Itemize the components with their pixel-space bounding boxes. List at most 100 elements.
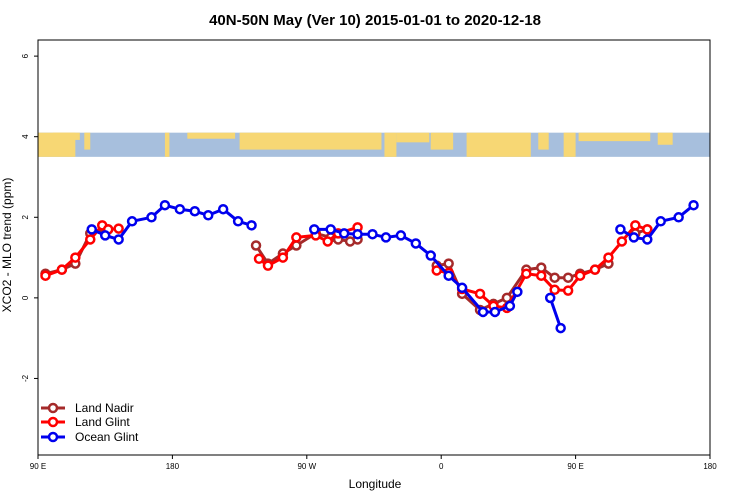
data-point-ocean-glint: [309, 224, 320, 235]
data-point-land-glint: [536, 270, 547, 281]
x-tick-label: 180: [703, 462, 717, 471]
map-land: [396, 132, 430, 143]
data-point-ocean-glint: [425, 250, 436, 261]
data-point-land-glint: [70, 252, 81, 263]
data-point-land-glint: [642, 224, 653, 235]
data-point-land-glint: [616, 236, 628, 247]
data-point-ocean-glint: [146, 212, 157, 223]
y-tick-label: -2: [21, 374, 30, 382]
map-land: [187, 132, 236, 139]
y-tick-label: 2: [21, 215, 30, 220]
data-point-land-glint: [521, 268, 532, 279]
data-point-land-glint: [262, 260, 274, 271]
data-point-land-glint: [322, 236, 333, 247]
chart-title: 40N-50N May (Ver 10) 2015-01-01 to 2020-…: [209, 12, 541, 29]
data-point-ocean-glint: [395, 230, 407, 241]
legend-item-land-glint: Land Glint: [41, 415, 130, 429]
map-land: [164, 132, 170, 157]
data-point-ocean-glint: [489, 306, 501, 318]
data-point-ocean-glint: [99, 230, 111, 241]
legend-item-ocean-glint: Ocean Glint: [41, 430, 139, 444]
data-point-ocean-glint: [202, 210, 214, 221]
plot-frame: [37, 39, 711, 456]
data-point-land-glint: [40, 270, 51, 281]
x-tick-label: 0: [439, 462, 444, 471]
map-land: [657, 132, 673, 145]
data-point-land-glint: [277, 252, 289, 263]
data-point-ocean-glint: [338, 228, 350, 239]
x-axis-label: Longitude: [349, 477, 402, 491]
data-point-ocean-glint: [673, 212, 684, 223]
legend-marker-land-nadir: [47, 402, 59, 414]
map-land: [239, 132, 382, 150]
map-land: [84, 132, 91, 150]
data-point-ocean-glint: [352, 228, 363, 240]
series-ocean-glint: [86, 199, 699, 334]
series-line-land-glint: [436, 223, 648, 310]
data-point-ocean-glint: [628, 232, 640, 243]
legend-item-land-nadir: Land Nadir: [41, 401, 134, 415]
data-point-ocean-glint: [544, 292, 556, 304]
data-point-ocean-glint: [443, 270, 454, 281]
data-point-ocean-glint: [189, 205, 201, 217]
data-point-land-glint: [113, 223, 124, 234]
map-land: [578, 132, 651, 142]
data-point-ocean-glint: [688, 199, 699, 211]
data-point-ocean-glint: [325, 224, 336, 235]
data-point-ocean-glint: [477, 306, 489, 318]
map-land: [430, 132, 454, 150]
legend-label-ocean-glint: Ocean Glint: [75, 430, 139, 444]
data-point-land-nadir: [536, 262, 547, 273]
map-land: [538, 132, 549, 150]
data-point-land-glint: [291, 232, 302, 243]
y-tick-label: 6: [21, 53, 30, 58]
data-point-ocean-glint: [246, 220, 257, 231]
map-land: [563, 132, 576, 157]
x-axis: 90 E 180 90 W 0 90 E 180: [30, 455, 717, 471]
legend: Land Nadir Land Glint Ocean Glint: [41, 401, 139, 444]
map-strip: [38, 132, 710, 157]
data-point-land-glint: [630, 220, 641, 231]
y-axis-label: XCO2 - MLO trend (ppm): [0, 178, 14, 313]
data-point-land-glint: [549, 284, 560, 296]
data-point-ocean-glint: [367, 228, 378, 240]
map-land: [466, 132, 531, 157]
data-point-ocean-glint: [380, 232, 392, 243]
data-point-land-glint: [56, 264, 68, 275]
map-land: [384, 132, 397, 157]
data-point-land-glint: [589, 264, 601, 275]
x-tick-label: 180: [166, 462, 180, 471]
legend-label-land-glint: Land Glint: [75, 415, 130, 429]
data-point-land-glint: [431, 265, 442, 276]
legend-marker-ocean-glint: [47, 431, 59, 443]
data-point-land-glint: [562, 285, 574, 296]
series-layer: [40, 199, 699, 334]
y-tick-label: 4: [21, 134, 30, 139]
data-point-ocean-glint: [217, 203, 229, 215]
series-land-nadir: [40, 224, 653, 316]
data-point-ocean-glint: [232, 216, 244, 227]
data-point-ocean-glint: [655, 216, 666, 227]
y-tick-label: 0: [21, 295, 30, 300]
data-point-ocean-glint: [113, 234, 124, 245]
data-point-ocean-glint: [86, 224, 98, 235]
data-point-land-glint: [474, 288, 486, 300]
x-tick-label: 90 E: [30, 462, 46, 471]
data-point-ocean-glint: [504, 300, 516, 312]
data-point-land-glint: [603, 252, 614, 263]
data-point-land-nadir: [443, 258, 454, 269]
data-point-land-nadir: [549, 272, 560, 283]
data-point-ocean-glint: [512, 286, 523, 298]
x-tick-label: 90 W: [297, 462, 316, 471]
data-point-land-glint: [574, 270, 586, 281]
map-land: [52, 132, 80, 140]
x-tick-label: 90 E: [567, 462, 583, 471]
data-point-ocean-glint: [555, 322, 566, 334]
data-point-ocean-glint: [126, 216, 138, 227]
data-point-land-nadir: [562, 272, 574, 283]
data-point-ocean-glint: [456, 282, 468, 294]
data-point-ocean-glint: [615, 224, 626, 235]
data-point-land-glint: [253, 253, 265, 265]
data-point-ocean-glint: [159, 199, 171, 211]
y-axis: -2 0 2 4 6: [21, 53, 38, 382]
